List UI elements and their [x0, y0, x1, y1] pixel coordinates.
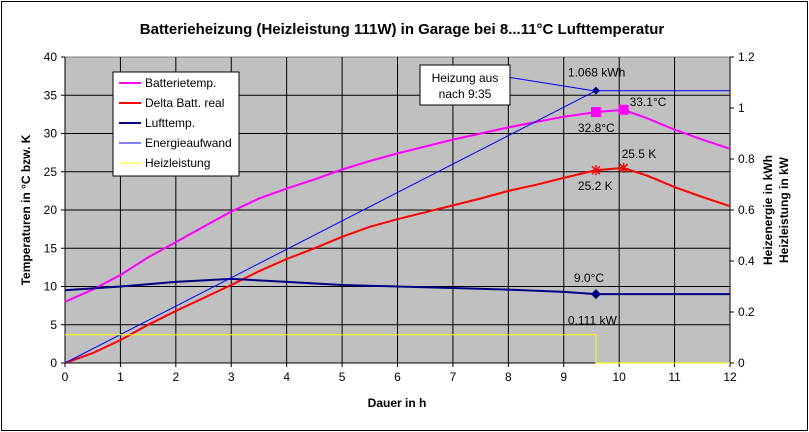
data-label-1: 1.068 kWh	[568, 66, 625, 80]
markers-group	[590, 86, 629, 300]
y2-tick-label: 0.2	[738, 305, 755, 319]
callout-box: Heizung aus nach 9:35	[419, 64, 596, 106]
marker-batt-33-1	[618, 104, 629, 115]
y-tick-label: 25	[44, 165, 58, 179]
data-label-5: 25.2 K	[578, 179, 613, 193]
callout-line2: nach 9:35	[439, 87, 492, 101]
y-tick-label: 5	[50, 318, 57, 332]
legend-label-2: Delta Batt. real	[145, 96, 224, 110]
chart-title: Batterieheizung (Heizleistung 111W) in G…	[140, 21, 665, 38]
data-label-2: 33.1°C	[630, 95, 667, 109]
y2-tick-label: 0.6	[738, 203, 755, 217]
legend-label-3: Lufttemp.	[145, 116, 195, 130]
y-tick-label: 15	[44, 241, 58, 255]
x-tick-label: 5	[339, 370, 346, 384]
y2-tick-label: 0	[738, 356, 745, 370]
x-tick-label: 2	[172, 370, 179, 384]
x-tick-label: 11	[668, 370, 681, 384]
series-line-3	[64, 277, 730, 296]
x-tick-label: 12	[723, 370, 737, 384]
x-tick-label: 4	[283, 370, 290, 384]
legend-label-4: Energieaufwand	[145, 136, 232, 150]
marker-delta-25-2	[591, 165, 601, 176]
marker-delta-25-5	[619, 162, 629, 173]
data-label-4: 25.5 K	[622, 147, 657, 161]
x-tick-label: 8	[505, 370, 512, 384]
x-tick-label: 0	[62, 370, 69, 384]
y2-axis-label-line1: Heizenergie in kWh	[761, 155, 775, 265]
legend-label-5: Heizleistung	[145, 156, 210, 170]
y-axis-label: Temperaturen in °C bzw. K	[19, 134, 33, 285]
y-tick-label: 30	[44, 127, 58, 141]
data-label-7: 0.111 kW	[568, 314, 618, 328]
callout-pointer	[506, 76, 596, 92]
callout-line1: Heizung aus	[432, 71, 499, 85]
y2-tick-label: 0.8	[738, 152, 755, 166]
y2-tick-label: 1.2	[738, 50, 755, 64]
x-tick-label: 6	[394, 370, 401, 384]
x-tick-label: 3	[228, 370, 235, 384]
data-label-3: 32.8°C	[578, 121, 615, 135]
y2-axis-label-line2: Heizleistung in kW	[777, 156, 791, 263]
marker-luft-9-0	[590, 289, 601, 300]
series-line-5	[65, 334, 730, 364]
y2-tick-label: 0.4	[738, 254, 755, 268]
y-tick-label: 20	[44, 203, 58, 217]
y-tick-label: 40	[44, 50, 58, 64]
x-tick-label: 10	[612, 370, 626, 384]
y2-tick-label: 1	[738, 101, 745, 115]
data-label-6: 9.0°C	[574, 271, 604, 285]
y-tick-label: 10	[44, 280, 58, 294]
legend: Batterietemp. Delta Batt. real Lufttemp. En…	[112, 71, 240, 177]
x-tick-label: 7	[450, 370, 457, 384]
x-axis-label: Dauer in h	[368, 396, 427, 410]
annotations-group: 1.068 kWh 33.1°C 32.8°C 25.5 K 25.2 K 9.0°C 0.…	[568, 66, 667, 328]
x-tick-label: 1	[117, 370, 124, 384]
legend-label-1: Batterietemp.	[145, 76, 216, 90]
marker-batt-32-8	[590, 107, 601, 118]
y-tick-label: 0	[50, 356, 57, 370]
y-tick-label: 35	[44, 88, 58, 102]
x-tick-label: 9	[560, 370, 567, 384]
callout-rect	[419, 64, 511, 106]
marker-energy-1-068	[591, 86, 600, 95]
